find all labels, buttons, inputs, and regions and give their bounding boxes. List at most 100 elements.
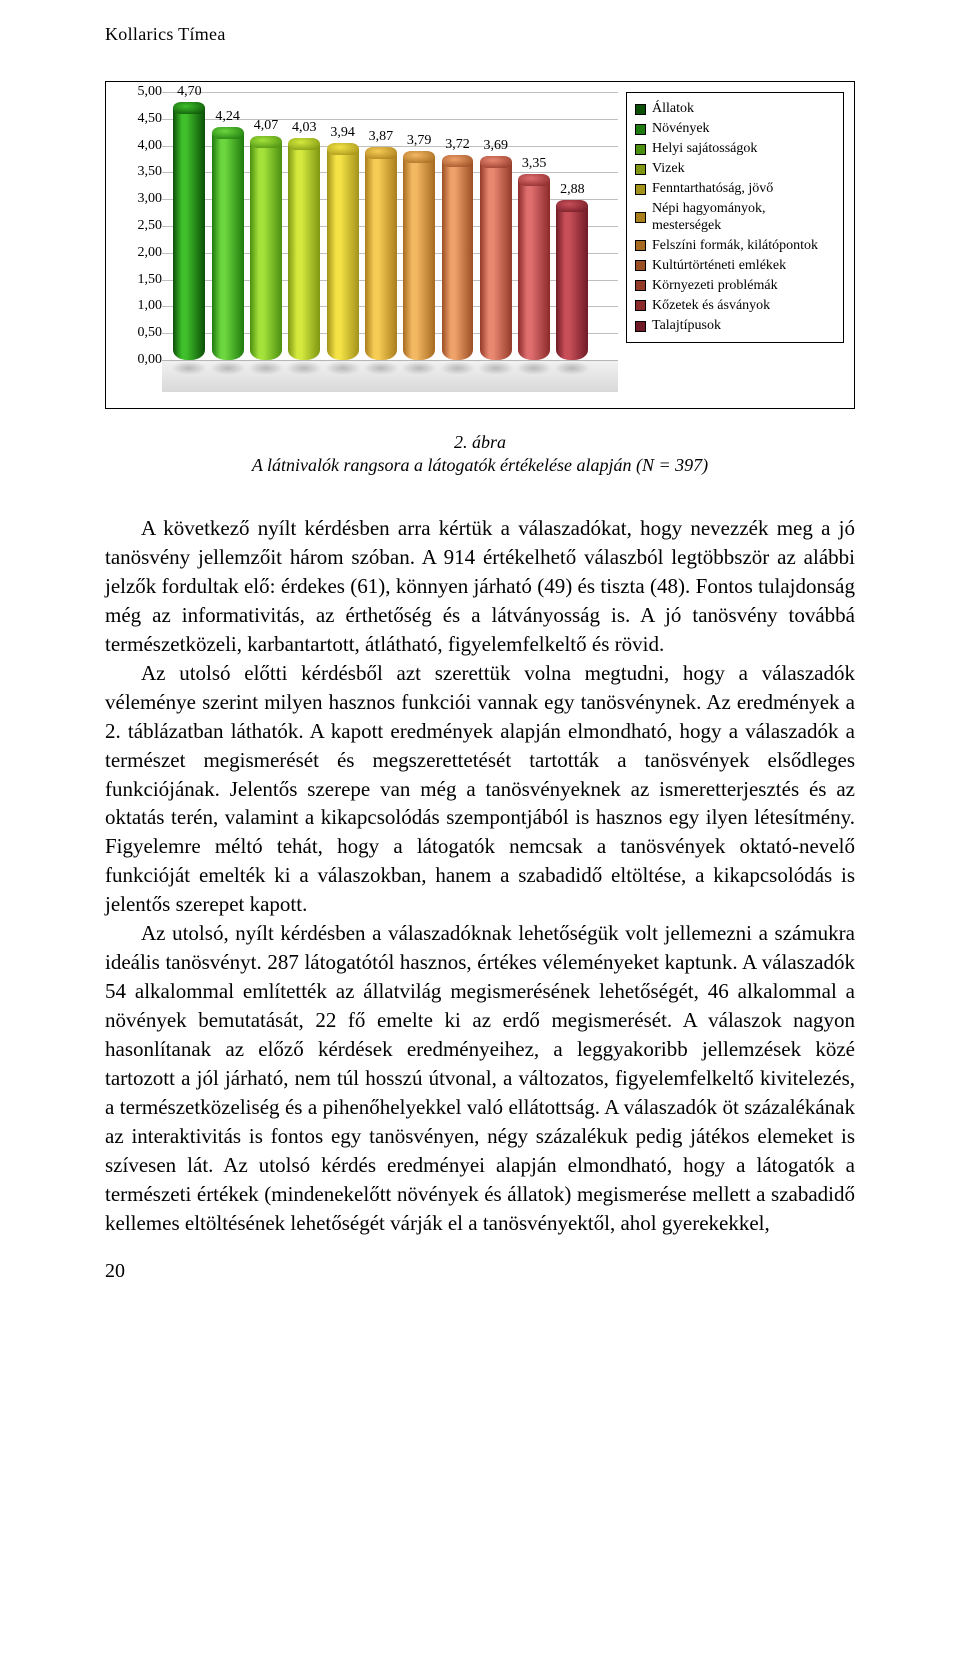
chart-bar-top xyxy=(250,136,282,148)
article-body: A következő nyílt kérdésben arra kértük … xyxy=(105,514,855,1238)
y-tick-label: 0,00 xyxy=(138,352,163,368)
figure-2-caption: 2. ábra A látnivalók rangsora a látogató… xyxy=(105,431,855,478)
legend-label: Növények xyxy=(652,121,710,137)
figure-caption-number: 2. ábra xyxy=(454,432,506,452)
legend-label: Környezeti problémák xyxy=(652,278,778,294)
legend-label: Vizek xyxy=(652,161,685,177)
chart-bar-value-label: 2,88 xyxy=(560,182,585,198)
legend-label: Talajtípusok xyxy=(652,318,721,334)
chart-bar-top xyxy=(288,138,320,150)
chart-bar: 3,69 xyxy=(480,162,512,360)
bar-chart: 5,004,504,003,503,002,502,001,501,000,50… xyxy=(116,92,618,392)
paragraph-2: Az utolsó előtti kérdésből azt szerettük… xyxy=(105,659,855,920)
chart-bar-value-label: 3,69 xyxy=(484,138,509,154)
legend-item: Kőzetek és ásványok xyxy=(635,296,835,316)
chart-bar-value-label: 3,94 xyxy=(330,125,355,141)
chart-bar-top xyxy=(365,147,397,159)
chart-bar-top xyxy=(518,174,550,186)
chart-bar-body xyxy=(288,144,320,360)
legend-label: Fenntarthatóság, jövő xyxy=(652,181,773,197)
y-tick-label: 1,50 xyxy=(138,272,163,288)
chart-bar-body xyxy=(365,153,397,360)
legend-swatch xyxy=(635,240,646,251)
chart-bar-value-label: 4,03 xyxy=(292,120,317,136)
page-number: 20 xyxy=(105,1238,855,1283)
chart-bar-shadow xyxy=(325,361,361,375)
legend-swatch xyxy=(635,300,646,311)
chart-bar-top xyxy=(556,200,588,212)
y-tick-label: 4,00 xyxy=(138,138,163,154)
running-head-author: Kollarics Tímea xyxy=(105,0,855,81)
chart-bar-body xyxy=(327,149,359,360)
chart-bar-body xyxy=(442,161,474,360)
legend-swatch xyxy=(635,104,646,115)
chart-bar-top xyxy=(327,143,359,155)
legend-label: Felszíni formák, kilátópontok xyxy=(652,238,818,254)
legend-swatch xyxy=(635,184,646,195)
chart-bar-body xyxy=(250,142,282,360)
chart-plot-area: 4,704,244,074,033,943,873,793,723,693,35… xyxy=(162,92,618,392)
figure-2-layout: 5,004,504,003,503,002,502,001,501,000,50… xyxy=(116,92,844,392)
legend-label: Állatok xyxy=(652,101,694,117)
figure-2-container: 5,004,504,003,503,002,502,001,501,000,50… xyxy=(105,81,855,409)
chart-bar-shadow xyxy=(286,361,322,375)
chart-bar: 3,35 xyxy=(518,180,550,360)
legend-item: Növények xyxy=(635,119,835,139)
legend-swatch xyxy=(635,164,646,175)
chart-bar-value-label: 4,24 xyxy=(215,109,240,125)
paragraph-1: A következő nyílt kérdésben arra kértük … xyxy=(105,514,855,659)
chart-bar-shadow xyxy=(248,361,284,375)
chart-bars-layer: 4,704,244,074,033,943,873,793,723,693,35… xyxy=(162,92,618,360)
chart-bar: 4,07 xyxy=(250,142,282,360)
chart-bar-value-label: 3,87 xyxy=(369,129,394,145)
chart-bar-top xyxy=(442,155,474,167)
legend-swatch xyxy=(635,280,646,291)
legend-swatch xyxy=(635,321,646,332)
y-tick-label: 2,50 xyxy=(138,218,163,234)
chart-bar-body xyxy=(173,108,205,360)
chart-bar: 2,88 xyxy=(556,206,588,360)
chart-bar-value-label: 3,79 xyxy=(407,133,432,149)
legend-swatch xyxy=(635,212,646,223)
legend-item: Fenntarthatóság, jövő xyxy=(635,179,835,199)
legend-swatch xyxy=(635,144,646,155)
chart-bar: 4,24 xyxy=(212,133,244,360)
legend-swatch xyxy=(635,260,646,271)
legend-label: Kőzetek és ásványok xyxy=(652,298,770,314)
legend-item: Környezeti problémák xyxy=(635,276,835,296)
y-tick-label: 4,50 xyxy=(138,111,163,127)
chart-bar-body xyxy=(403,157,435,360)
chart-y-axis: 5,004,504,003,503,002,502,001,501,000,50… xyxy=(116,92,162,392)
chart-bar-value-label: 4,70 xyxy=(177,84,202,100)
chart-legend: Állatok Növények Helyi sajátosságok Vizek Fe… xyxy=(626,92,844,343)
legend-item: Talajtípusok xyxy=(635,316,835,336)
chart-bar-body xyxy=(480,162,512,360)
legend-swatch xyxy=(635,124,646,135)
chart-bar-shadow xyxy=(516,361,552,375)
chart-bar-body xyxy=(556,206,588,360)
chart-bar-shadow xyxy=(363,361,399,375)
legend-item: Helyi sajátosságok xyxy=(635,139,835,159)
y-tick-label: 1,00 xyxy=(138,298,163,314)
chart-bar: 4,03 xyxy=(288,144,320,360)
chart-bar-shadow xyxy=(478,361,514,375)
chart-bar: 3,94 xyxy=(327,149,359,360)
chart-bar-top xyxy=(480,156,512,168)
legend-item: Felszíni formák, kilátópontok xyxy=(635,236,835,256)
chart-bar: 3,87 xyxy=(365,153,397,360)
chart-bar-top xyxy=(212,127,244,139)
y-tick-label: 2,00 xyxy=(138,245,163,261)
y-tick-label: 3,00 xyxy=(138,191,163,207)
legend-label: Népi hagyományok, mesterségek xyxy=(652,201,835,233)
chart-bar: 4,70 xyxy=(173,108,205,360)
legend-label: Helyi sajátosságok xyxy=(652,141,757,157)
chart-bar-value-label: 4,07 xyxy=(254,118,279,134)
chart-bar-body xyxy=(518,180,550,360)
chart-bar-value-label: 3,35 xyxy=(522,156,547,172)
chart-bar-value-label: 3,72 xyxy=(445,137,470,153)
legend-item: Kultúrtörténeti emlékek xyxy=(635,256,835,276)
chart-bar-shadow xyxy=(440,361,476,375)
chart-bar-shadow xyxy=(210,361,246,375)
paragraph-3: Az utolsó, nyílt kérdésben a válaszadókn… xyxy=(105,919,855,1238)
chart-bar-shadow xyxy=(401,361,437,375)
